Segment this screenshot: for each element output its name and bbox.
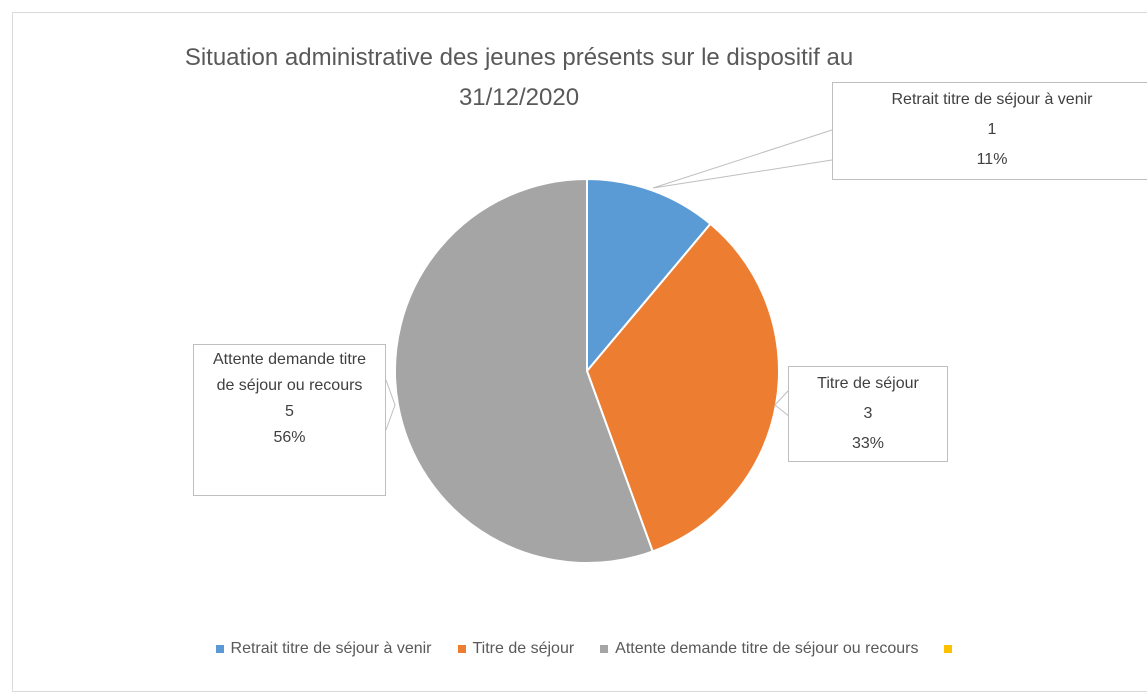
legend-label: Retrait titre de séjour à venir xyxy=(230,640,432,657)
pie xyxy=(394,177,780,564)
legend-label: Attente demande titre de séjour ou recou… xyxy=(615,640,919,657)
legend-item: Retrait titre de séjour à venir xyxy=(215,636,432,662)
legend-swatch xyxy=(215,645,224,653)
data-label: Retrait titre de séjour à venir 1 11% xyxy=(832,82,1147,180)
legend-item: Titre de séjour xyxy=(457,636,575,662)
label-value: 5 xyxy=(285,403,294,420)
label-name: Titre de séjour xyxy=(817,375,919,392)
chart xyxy=(385,129,833,564)
pie-slice xyxy=(586,177,712,374)
legend-item: Attente demande titre de séjour ou recou… xyxy=(600,636,918,662)
label-percent: 33% xyxy=(851,435,885,452)
legend-swatch xyxy=(944,645,953,653)
data-label: Titre de séjour 3 33% xyxy=(788,366,948,462)
label-name: Attente demande titre de séjour ou recou… xyxy=(213,351,366,394)
legend-label: Titre de séjour xyxy=(472,640,575,657)
label-value: 1 xyxy=(987,121,997,138)
label-name: Retrait titre de séjour à venir xyxy=(891,91,1093,108)
leader-line xyxy=(652,129,833,189)
label-percent: 11% xyxy=(976,151,1008,168)
page: Situation administrative des jeunes prés… xyxy=(0,12,1147,692)
legend-item xyxy=(944,636,959,662)
chart-title: Situation administrative des jeunes prés… xyxy=(184,44,854,111)
label-value: 3 xyxy=(863,405,873,422)
legend: Retrait titre de séjour à venir Titre de … xyxy=(0,636,1147,662)
leader-line xyxy=(385,379,396,431)
legend-swatch xyxy=(600,645,609,653)
legend-swatch xyxy=(457,645,466,653)
label-percent: 56% xyxy=(273,429,306,446)
data-label: Attente demande titre de séjour ou recou… xyxy=(193,344,386,496)
pie-slice xyxy=(394,177,654,564)
